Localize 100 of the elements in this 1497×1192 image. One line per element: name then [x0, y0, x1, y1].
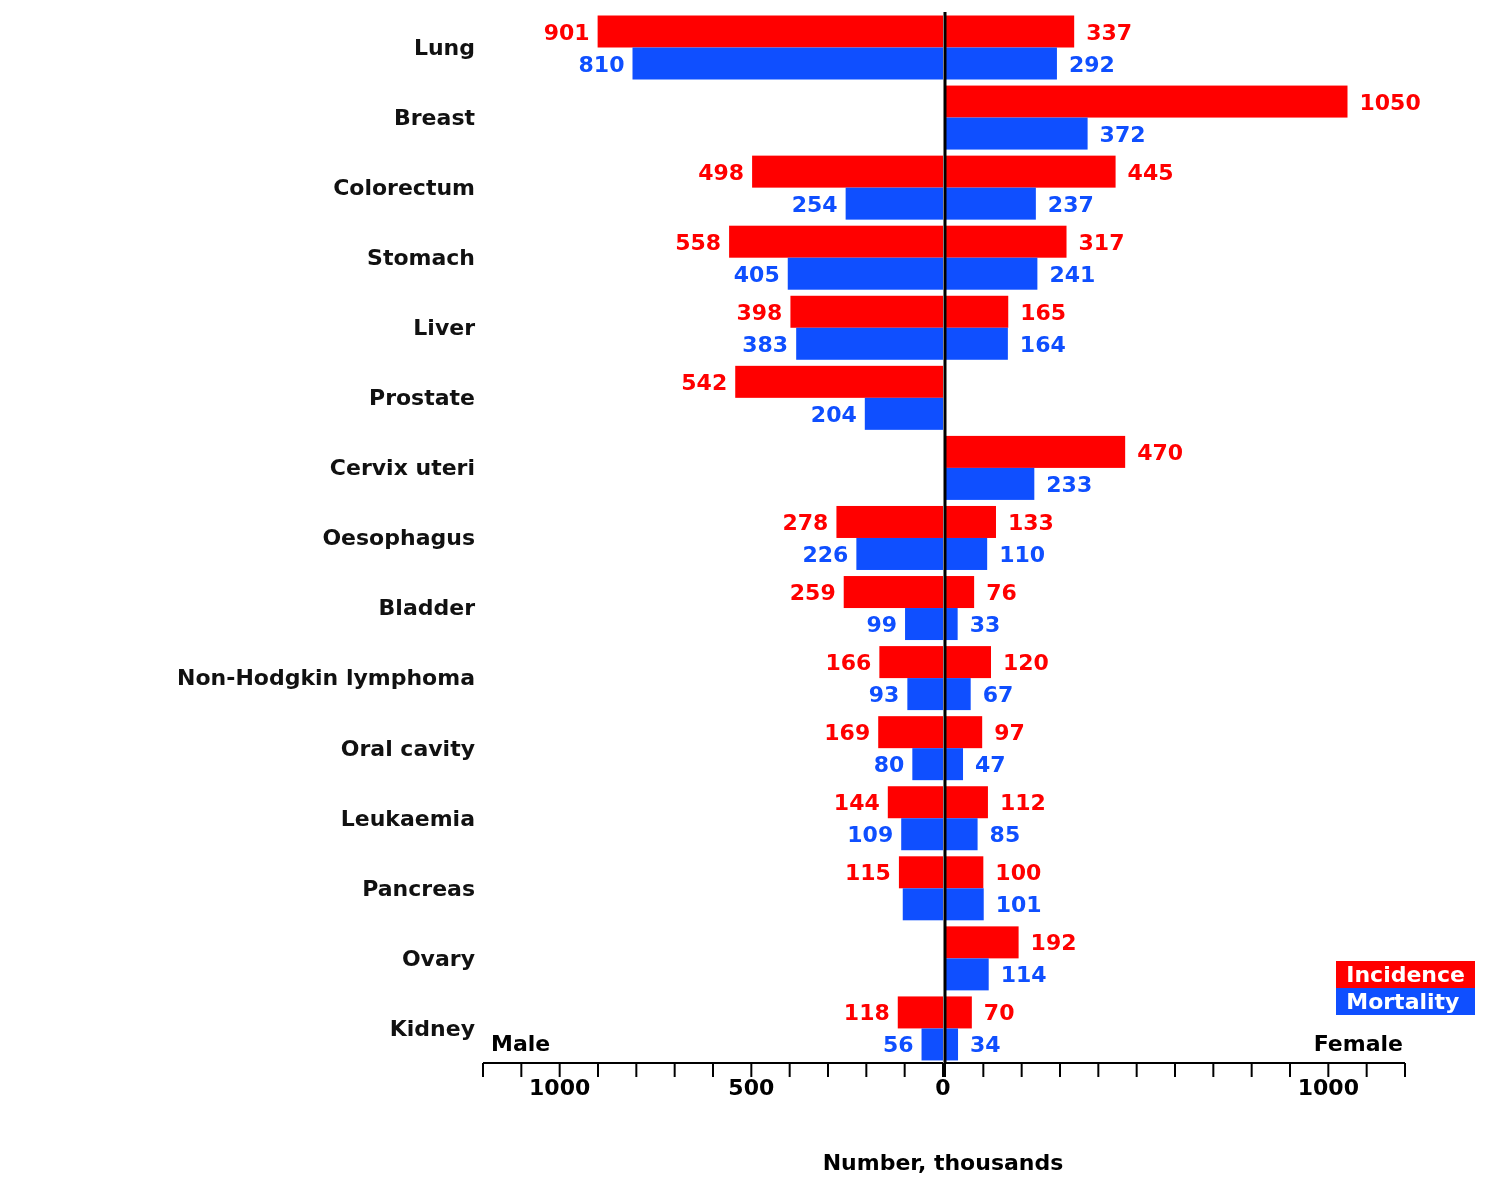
data-label: 47 [975, 752, 1006, 778]
data-label: 93 [868, 682, 900, 708]
x-axis-title: Number, thousands [821, 1150, 1065, 1175]
y-tick-label: Lung [413, 34, 475, 60]
data-label: 445 [1127, 159, 1174, 185]
data-label: 337 [1086, 19, 1133, 45]
data-label: 112 [999, 790, 1046, 816]
y-tick-label: Non-Hodgkin lymphoma [177, 665, 475, 691]
data-label: 192 [1030, 930, 1077, 956]
data-label: 470 [1137, 439, 1184, 465]
y-tick-label: Colorectum [333, 174, 475, 200]
bar [902, 888, 943, 921]
data-label: 810 [578, 51, 625, 77]
data-label: 110 [999, 541, 1046, 567]
annotation: Female [1313, 1031, 1403, 1056]
data-label: 169 [824, 720, 871, 746]
y-tick-label: Kidney [389, 1015, 475, 1041]
data-label: 498 [698, 159, 745, 185]
y-tick-label: Breast [394, 104, 476, 130]
bar [879, 646, 943, 679]
y-tick-label: Pancreas [362, 875, 475, 901]
bar [632, 47, 943, 80]
data-label: 226 [802, 541, 849, 567]
y-tick-label: Cervix uteri [329, 455, 475, 481]
data-label: 34 [970, 1032, 1001, 1058]
data-label: 101 [995, 892, 1042, 918]
data-label: 114 [1000, 962, 1047, 988]
data-label: 33 [969, 612, 1001, 638]
data-label: 558 [675, 229, 722, 255]
bar [752, 155, 943, 188]
data-label: 241 [1049, 261, 1096, 287]
bar [878, 716, 943, 749]
bar [945, 85, 1348, 118]
bar [898, 856, 943, 889]
data-label: 56 [882, 1032, 914, 1058]
bar [921, 1028, 943, 1061]
data-label: 99 [866, 612, 898, 638]
annotation: Male [491, 1031, 551, 1056]
y-tick-label: Leukaemia [340, 805, 475, 831]
data-label: 542 [681, 369, 728, 395]
bar [790, 295, 943, 328]
bar [845, 187, 943, 220]
bar [735, 365, 943, 398]
y-tick-label: Oral cavity [340, 735, 475, 761]
bar [907, 678, 943, 711]
bar [729, 225, 943, 258]
x-tick-label: 1000 [1297, 1074, 1359, 1100]
data-label: 70 [983, 1000, 1015, 1026]
data-label: 100 [995, 860, 1042, 886]
bar [796, 327, 943, 360]
bar [787, 257, 943, 290]
data-label: 118 [843, 1000, 890, 1026]
bar [887, 786, 943, 819]
text: Incidence [1336, 961, 1475, 988]
y-tick-label: Oesophagus [322, 525, 475, 551]
bar [945, 926, 1019, 959]
data-label: 317 [1078, 229, 1125, 255]
data-label: 1050 [1359, 89, 1421, 115]
bar [912, 748, 943, 781]
data-label: 901 [543, 19, 590, 45]
x-tick-label: 1000 [529, 1074, 591, 1100]
data-label: 233 [1046, 471, 1093, 497]
data-label: 372 [1099, 121, 1146, 147]
data-label: 165 [1020, 299, 1067, 325]
data-label: 405 [733, 261, 780, 287]
bar [856, 537, 943, 570]
data-label: 133 [1007, 509, 1054, 535]
data-label: 237 [1047, 191, 1094, 217]
y-tick-label: Prostate [369, 385, 475, 411]
data-label: 85 [989, 822, 1021, 848]
data-label: 254 [791, 191, 838, 217]
data-label: 120 [1003, 650, 1049, 676]
data-label: 278 [782, 509, 829, 535]
y-tick-label: Liver [413, 315, 476, 341]
bar [836, 505, 943, 538]
bar [864, 397, 943, 430]
x-tick-label: 500 [728, 1074, 775, 1100]
y-tick-label: Stomach [367, 245, 475, 271]
bar [901, 818, 943, 851]
data-label: 67 [982, 682, 1014, 708]
bar [597, 15, 943, 48]
data-label: 80 [873, 752, 905, 778]
data-label: 115 [844, 860, 891, 886]
data-label: 97 [994, 720, 1025, 746]
data-label: 259 [789, 580, 836, 606]
x-tick-label: 0 [935, 1074, 951, 1100]
bar [843, 576, 943, 609]
data-label: 166 [825, 650, 872, 676]
text: Mortality [1336, 988, 1475, 1015]
bar [945, 958, 989, 991]
data-label: 398 [736, 299, 783, 325]
data-label: 383 [742, 331, 789, 357]
data-label: 144 [833, 790, 880, 816]
data-label: 292 [1068, 51, 1115, 77]
bar [945, 117, 1088, 150]
bar [897, 996, 943, 1029]
y-tick-label: Ovary [401, 945, 475, 971]
bar [945, 467, 1035, 500]
data-label: 164 [1019, 331, 1066, 357]
y-tick-label: Bladder [378, 595, 476, 621]
